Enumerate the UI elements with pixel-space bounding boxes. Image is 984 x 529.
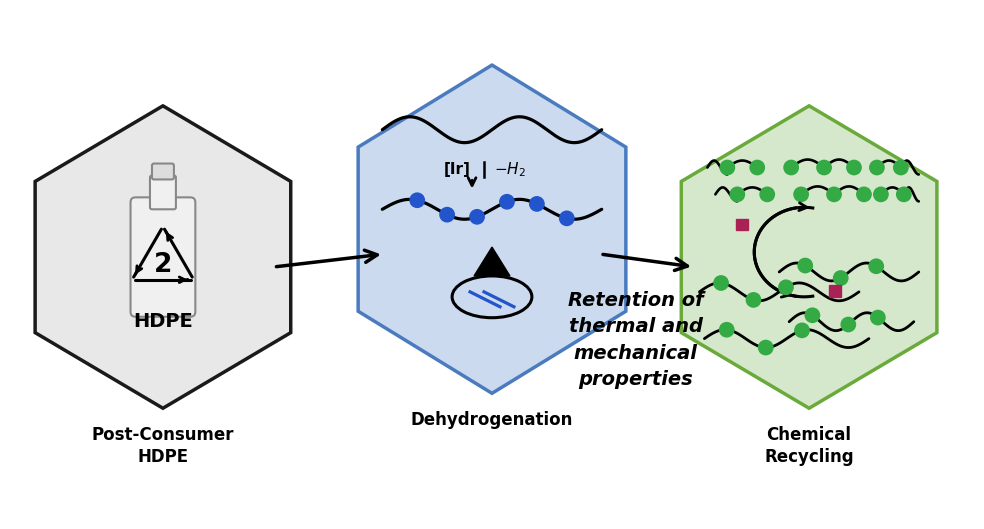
Circle shape xyxy=(841,317,855,332)
FancyBboxPatch shape xyxy=(152,163,174,179)
Circle shape xyxy=(730,187,745,202)
Circle shape xyxy=(750,160,765,175)
Circle shape xyxy=(720,160,734,175)
Circle shape xyxy=(817,160,831,175)
Circle shape xyxy=(719,323,734,337)
Circle shape xyxy=(805,308,820,323)
Polygon shape xyxy=(35,106,290,408)
Circle shape xyxy=(896,187,911,202)
FancyBboxPatch shape xyxy=(150,176,176,209)
Polygon shape xyxy=(681,106,937,408)
Circle shape xyxy=(560,211,574,225)
Circle shape xyxy=(760,187,774,202)
Circle shape xyxy=(869,259,884,273)
Circle shape xyxy=(827,187,841,202)
Circle shape xyxy=(795,323,809,338)
Circle shape xyxy=(440,207,455,222)
Circle shape xyxy=(500,195,514,209)
Circle shape xyxy=(746,293,761,307)
Circle shape xyxy=(874,187,889,202)
Text: 2: 2 xyxy=(154,252,172,278)
Bar xyxy=(830,285,840,297)
Circle shape xyxy=(870,160,884,175)
FancyBboxPatch shape xyxy=(131,197,196,317)
Circle shape xyxy=(759,340,772,355)
Text: Post-Consumer
HDPE: Post-Consumer HDPE xyxy=(92,426,234,467)
Text: Retention of
thermal and
mechanical
properties: Retention of thermal and mechanical prop… xyxy=(568,291,704,389)
Circle shape xyxy=(529,197,544,211)
Polygon shape xyxy=(358,65,626,394)
Text: Dehydrogenation: Dehydrogenation xyxy=(410,411,574,429)
Bar xyxy=(736,219,748,230)
Polygon shape xyxy=(474,247,510,276)
Circle shape xyxy=(893,160,908,175)
Circle shape xyxy=(798,258,813,273)
Circle shape xyxy=(470,209,484,224)
Circle shape xyxy=(871,311,885,325)
Text: [Ir]: [Ir] xyxy=(444,162,471,177)
Circle shape xyxy=(410,193,424,207)
Circle shape xyxy=(778,280,793,295)
Circle shape xyxy=(833,271,848,285)
Text: $-H_2$: $-H_2$ xyxy=(494,160,525,179)
Circle shape xyxy=(784,160,798,175)
Circle shape xyxy=(713,276,728,290)
Circle shape xyxy=(794,187,808,202)
Circle shape xyxy=(847,160,861,175)
Text: HDPE: HDPE xyxy=(133,312,193,331)
Circle shape xyxy=(857,187,871,202)
Text: Chemical
Recycling: Chemical Recycling xyxy=(765,426,854,467)
